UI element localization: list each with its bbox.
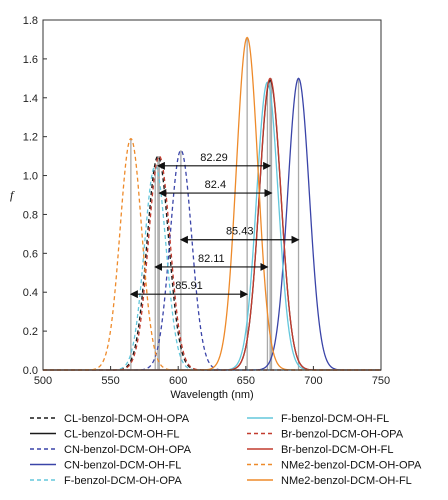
- legend-label-9: NMe2-benzol-DCM-OH-FL: [281, 475, 412, 487]
- y-tick-label-9: 1.8: [23, 15, 38, 27]
- series-line-7: [43, 77, 381, 371]
- series-line-8: [43, 137, 381, 371]
- legend-label-6: Br-benzol-DCM-OH-OPA: [281, 429, 404, 441]
- y-tick-label-7: 1.4: [23, 93, 38, 105]
- y-tick-label-8: 1.6: [23, 54, 38, 66]
- x-tick-label-4: 700: [304, 375, 322, 387]
- x-axis-label: Wavelength (nm): [170, 389, 253, 401]
- legend: CL-benzol-DCM-OH-OPA CL-benzol-DCM-OH-FL C…: [30, 413, 422, 487]
- legend-label-0: CL-benzol-DCM-OH-OPA: [64, 413, 190, 425]
- legend-label-7: Br-benzol-DCM-OH-FL: [281, 444, 393, 456]
- x-tick-label-5: 750: [372, 375, 390, 387]
- series-line-3: [43, 77, 381, 371]
- legend-label-8: NMe2-benzol-DCM-OH-OPA: [281, 460, 422, 472]
- x-tick-label-2: 600: [169, 375, 187, 387]
- y-tick-label-6: 1.2: [23, 132, 38, 144]
- annotation-label-4: 85.91: [175, 280, 203, 292]
- annotation-layer: 82.29 82.4 85.43 82.11 85.91: [129, 152, 300, 299]
- y-tick-label-3: 0.6: [23, 248, 38, 260]
- legend-label-4: F-benzol-DCM-OH-OPA: [64, 475, 182, 487]
- series-line-1: [43, 79, 381, 371]
- annotation-label-2: 85.43: [226, 226, 254, 238]
- y-tick-label-4: 0.8: [23, 209, 38, 221]
- x-tick-label-3: 650: [237, 375, 255, 387]
- plot-frame: [42, 19, 382, 371]
- curve-layer: [43, 36, 381, 371]
- x-tick-label-0: 500: [34, 375, 52, 387]
- x-tick-label-1: 550: [101, 375, 119, 387]
- series-line-5: [43, 81, 381, 371]
- y-tick-label-5: 1.0: [23, 171, 38, 183]
- legend-label-5: F-benzol-DCM-OH-FL: [281, 413, 389, 425]
- annotation-label-3: 82.11: [198, 253, 225, 265]
- annotation-label-0: 82.29: [200, 152, 228, 164]
- y-axis-label: f: [10, 188, 15, 202]
- annotation-label-1: 82.4: [205, 179, 226, 191]
- legend-label-2: CN-benzol-DCM-OH-OPA: [64, 444, 192, 456]
- y-tick-label-0: 0.0: [23, 365, 38, 377]
- y-tick-label-2: 0.4: [23, 287, 38, 299]
- series-line-4: [43, 165, 381, 371]
- legend-label-3: CN-benzol-DCM-OH-FL: [64, 460, 181, 472]
- series-line-9: [43, 36, 381, 371]
- y-tick-label-1: 0.2: [23, 326, 38, 338]
- legend-label-1: CL-benzol-DCM-OH-FL: [64, 429, 180, 441]
- axis-layer: 500 550 600 650 700 750 0.0 0.2 0.4 0.6 0.8 1.0 1.2 1…: [23, 15, 390, 387]
